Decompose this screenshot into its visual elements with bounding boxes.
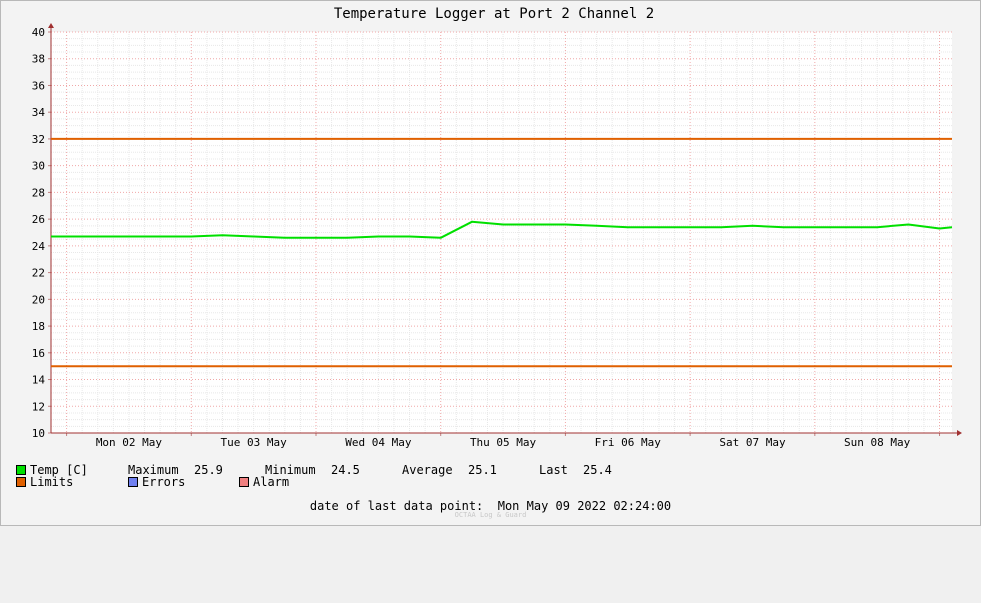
legend-item-limits: Limits xyxy=(16,475,73,489)
limits-swatch xyxy=(16,477,26,487)
y-tick-label: 20 xyxy=(32,293,45,306)
chart-title: Temperature Logger at Port 2 Channel 2 xyxy=(334,6,654,22)
x-tick-label: Fri 06 May xyxy=(595,436,662,449)
legend-errors-label: Errors xyxy=(142,475,186,489)
y-tick-label: 34 xyxy=(32,106,46,119)
x-tick-label: Thu 05 May xyxy=(470,436,537,449)
legend-last-value: 25.4 xyxy=(583,463,612,477)
x-tick-label: Mon 02 May xyxy=(96,436,163,449)
y-tick-label: 12 xyxy=(32,400,45,413)
legend-maximum-value: 25.9 xyxy=(194,463,223,477)
y-tick-label: 40 xyxy=(32,26,45,39)
y-tick-label: 28 xyxy=(32,186,45,199)
x-tick-label: Tue 03 May xyxy=(221,436,288,449)
chart: Temperature Logger at Port 2 Channel 2 1… xyxy=(32,6,962,449)
legend-minimum-label: Minimum xyxy=(265,463,316,477)
x-tick-label: Wed 04 May xyxy=(345,436,412,449)
y-tick-label: 22 xyxy=(32,267,45,280)
y-tick-label: 30 xyxy=(32,160,45,173)
legend-item-errors: Errors xyxy=(128,475,185,489)
legend-row-stats: Temp [C] Maximum 25.9 Minimum 24.5 Avera… xyxy=(16,463,612,477)
x-tick-label: Sat 07 May xyxy=(719,436,786,449)
last-data-point: date of last data point: Mon May 09 2022… xyxy=(0,499,981,513)
last-point-label: date of last data point: xyxy=(309,499,484,513)
temp-series-line xyxy=(51,220,953,239)
legend-average-value: 25.1 xyxy=(468,463,497,477)
legend-item-temp: Temp [C] xyxy=(16,463,88,477)
legend-minimum-value: 24.5 xyxy=(331,463,360,477)
y-axis-arrow xyxy=(48,23,54,28)
y-tick-label: 38 xyxy=(32,53,45,66)
legend-last-label: Last xyxy=(539,463,568,477)
legend-maximum-label: Maximum xyxy=(128,463,179,477)
legend-alarm-label: Alarm xyxy=(253,475,290,489)
y-tick-label: 26 xyxy=(32,213,45,226)
y-tick-label: 32 xyxy=(32,133,45,146)
y-tick-label: 36 xyxy=(32,79,45,92)
x-tick-label: Sun 08 May xyxy=(844,436,911,449)
y-tick-label: 16 xyxy=(32,347,45,360)
legend-temp-label: Temp [C] xyxy=(30,463,88,477)
y-tick-label: 14 xyxy=(32,374,46,387)
legend-limits-label: Limits xyxy=(30,475,74,489)
x-axis-arrow xyxy=(957,430,962,436)
y-tick-label: 10 xyxy=(32,427,45,440)
errors-swatch xyxy=(128,477,138,487)
y-tick-label: 18 xyxy=(32,320,45,333)
watermark: OCTAA Log & Guard xyxy=(454,511,527,519)
temp-swatch xyxy=(16,465,26,475)
y-tick-label: 24 xyxy=(32,240,46,253)
last-point-value: Mon May 09 2022 02:24:00 xyxy=(497,499,672,513)
legend-item-alarm: Alarm xyxy=(239,475,289,489)
alarm-swatch xyxy=(239,477,249,487)
legend-average-label: Average xyxy=(402,463,453,477)
legend-row-keys: Limits Errors Alarm xyxy=(16,475,289,489)
plot-area: 10 12 14 16 18 20 22 24 26 28 30 32 34 36 38 40 Mon 02 M… xyxy=(32,23,962,449)
